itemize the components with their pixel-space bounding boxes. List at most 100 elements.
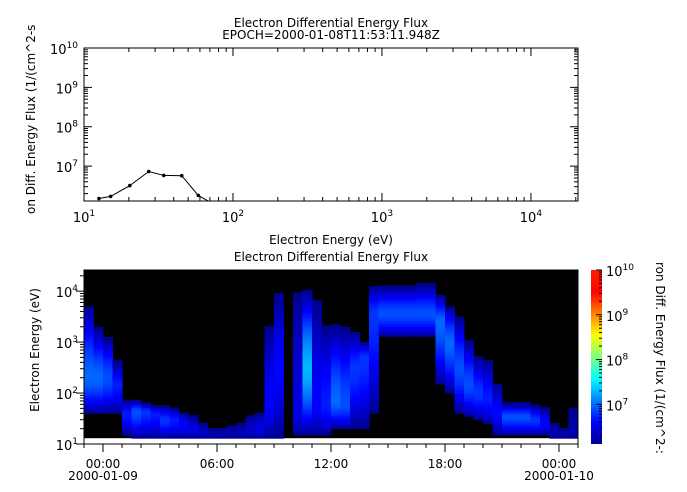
spectrogram-cell: [492, 429, 503, 433]
spectrogram-cell: [521, 407, 531, 411]
spectrogram-cell: [103, 344, 113, 348]
spectrogram-cell: [112, 372, 123, 376]
spectrogram-cell: [264, 415, 275, 419]
spectrogram-cell: [511, 429, 522, 433]
spectrogram-cell: [264, 379, 275, 383]
spectrogram-cell: [369, 385, 379, 389]
spectrogram-cell: [464, 372, 474, 377]
spectrogram-cells: [84, 270, 579, 439]
spectrogram-cell: [388, 308, 398, 312]
data-point: [161, 173, 166, 178]
spectrogram-cell: [274, 313, 284, 317]
spectrogram-cell: [93, 392, 104, 396]
spectrogram-cell: [84, 341, 94, 346]
spectrogram-cell: [369, 349, 379, 353]
spectrogram-cell: [369, 331, 379, 335]
spectrogram-cell: [426, 318, 436, 322]
spectrogram-cell: [435, 368, 446, 372]
spectrogram-cell: [312, 429, 322, 433]
spectrogram-cell: [321, 361, 332, 365]
spectrogram-cell: [416, 318, 427, 322]
spectrogram-cell: [473, 373, 484, 377]
spectrogram-cell: [388, 310, 398, 314]
spectrogram-cell: [312, 307, 322, 311]
spectrogram-cell: [359, 352, 370, 356]
spectrogram-cell: [359, 392, 370, 397]
spectrogram-cell: [274, 364, 284, 368]
spectrogram-cell: [84, 344, 94, 348]
line-plot-xlabel: Electron Energy (eV): [269, 233, 393, 247]
spectrogram-cell: [321, 356, 332, 360]
spectrogram-cell: [483, 408, 493, 412]
spectrogram-cell: [131, 420, 142, 424]
spectrogram-cell: [331, 334, 341, 338]
spectrogram-title: Electron Differential Energy Flux: [234, 250, 428, 264]
spectrogram-cell: [492, 399, 503, 403]
spectrogram-cell: [359, 372, 370, 376]
spectrogram-cell: [350, 354, 360, 358]
spectrogram-cell: [331, 375, 341, 379]
spectrogram-cell: [511, 409, 522, 413]
spectrogram-cell: [112, 367, 123, 371]
spectrogram-cell: [274, 292, 284, 297]
spectrogram-cell: [378, 300, 389, 304]
x-tick-label: 12:00: [314, 457, 349, 471]
line-plot: Electron Differential Energy Flux EPOCH=…: [24, 16, 579, 247]
colorbar-tick-label: 108: [606, 353, 629, 370]
spectrogram-cell: [255, 415, 265, 419]
spectrogram-cell: [369, 403, 379, 407]
spectrogram-cell: [549, 425, 560, 429]
spectrogram-cell: [359, 400, 370, 404]
spectrogram-cell: [236, 422, 246, 426]
spectrogram-cell: [426, 303, 436, 307]
spectrogram-cell: [331, 357, 341, 361]
spectrogram-cell: [150, 405, 161, 409]
spectrogram-cell: [293, 343, 303, 347]
spectrogram-cell: [302, 348, 313, 352]
spectrogram-cell: [454, 341, 465, 346]
spectrogram-cell: [103, 354, 113, 358]
spectrogram-cell: [454, 334, 465, 338]
spectrogram-cell: [540, 422, 550, 426]
spectrogram-cell: [416, 313, 427, 317]
spectrogram-cell: [264, 361, 275, 365]
spectrogram-cell: [207, 430, 218, 434]
spectrogram-cell: [473, 361, 484, 365]
spectrogram-cell: [331, 423, 341, 427]
spectrogram-cell: [511, 414, 522, 418]
spectrogram-cell: [435, 320, 446, 324]
spectrogram-cell: [483, 418, 493, 422]
spectrogram-cell: [188, 435, 199, 439]
spectrogram-cell: [321, 330, 332, 334]
spectrogram-cell: [426, 326, 436, 330]
spectrogram-cell: [378, 305, 389, 309]
spectrogram-cell: [464, 380, 474, 384]
spectrogram-cell: [198, 435, 208, 439]
spectrogram-column: [568, 407, 579, 439]
spectrogram-cell: [103, 382, 113, 386]
spectrogram-cell: [122, 401, 132, 405]
spectrogram-cell: [321, 429, 332, 433]
spectrogram-cell: [274, 310, 284, 314]
spectrogram-cell: [473, 363, 484, 367]
spectrogram-cell: [340, 326, 351, 330]
spectrogram-cell: [397, 305, 408, 309]
spectrogram-cell: [464, 360, 474, 364]
spectrogram-cell: [369, 344, 379, 348]
spectrogram-column: [483, 360, 493, 425]
spectrogram-cell: [416, 328, 427, 332]
spectrogram-column: [473, 355, 484, 421]
spectrogram-cell: [359, 398, 370, 402]
spectrogram-cell: [160, 433, 170, 437]
spectrogram-cell: [264, 392, 275, 396]
spectrogram-cell: [502, 417, 512, 421]
spectrogram-cell: [435, 381, 446, 385]
spectrogram-cell: [407, 313, 417, 317]
spectrogram-cell: [321, 414, 332, 418]
spectrogram-cell: [454, 400, 465, 404]
spectrogram-cell: [416, 285, 427, 289]
spectrogram-cell: [454, 362, 465, 366]
spectrogram-cell: [93, 357, 104, 361]
spectrogram-cell: [350, 364, 360, 369]
spectrogram-cell: [264, 428, 275, 432]
